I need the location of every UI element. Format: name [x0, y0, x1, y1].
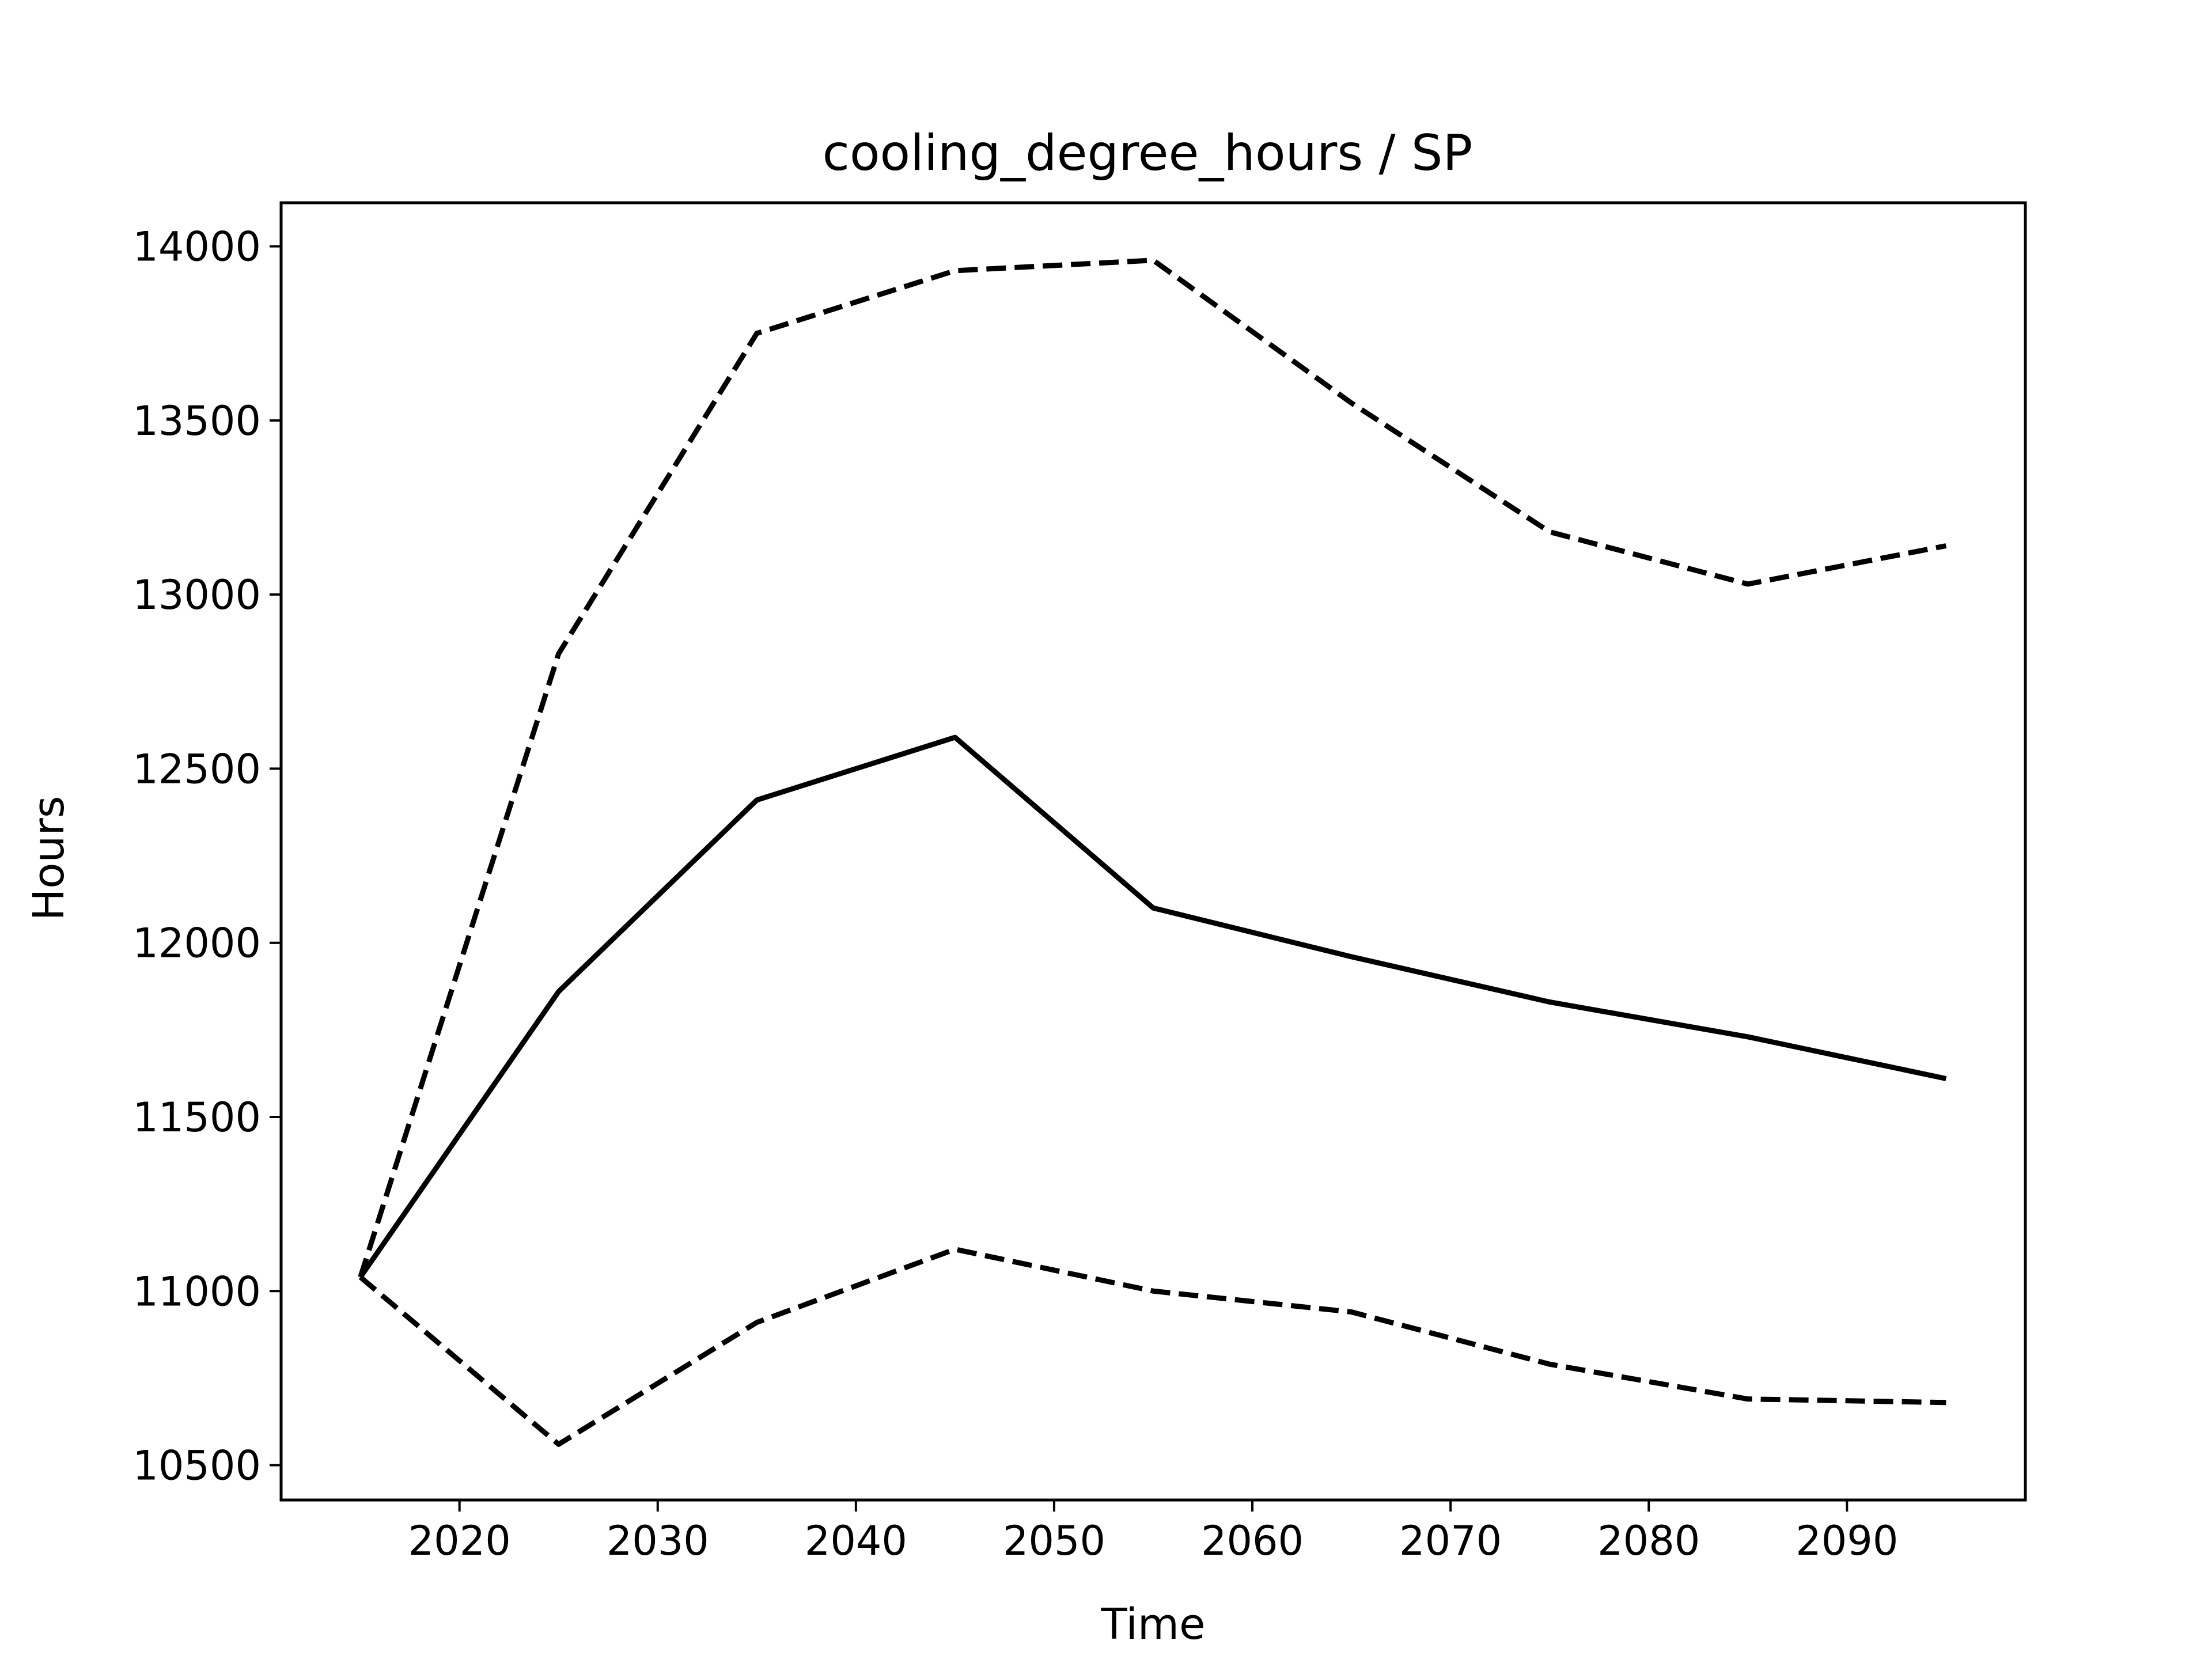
y-axis-title: Hours	[24, 796, 74, 921]
series-line-median	[358, 734, 1947, 1279]
x-axis: 2020 2030 2040 2050 2060 2070 2080 2090	[408, 1500, 1898, 1565]
series-line-upper-bound	[358, 257, 1947, 1278]
x-tick-label: 2020	[408, 1517, 511, 1565]
series-layer	[358, 257, 1947, 1447]
y-tick-label: 12000	[132, 920, 261, 967]
y-axis: 10500 11000 11500 12000 12500 13000 13500 14000	[132, 224, 281, 1490]
series-line-lower-bound	[358, 1247, 1946, 1447]
x-tick-label: 2070	[1399, 1517, 1502, 1565]
y-tick-label: 14000	[132, 224, 261, 271]
plot-area-frame	[279, 201, 2027, 1502]
y-tick-label: 13500	[132, 397, 261, 445]
x-tick-label: 2040	[805, 1517, 907, 1565]
x-tick-label: 2050	[1003, 1517, 1105, 1565]
y-tick-label: 11000	[132, 1268, 261, 1315]
x-tick-label: 2080	[1597, 1517, 1700, 1565]
x-tick-label: 2060	[1201, 1517, 1304, 1565]
chart-title: cooling_degree_hours / SP	[823, 124, 1473, 182]
y-tick-label: 13000	[132, 571, 261, 619]
x-axis-title: Time	[1100, 1600, 1205, 1649]
y-tick-label: 11500	[132, 1094, 261, 1141]
y-tick-label: 10500	[132, 1442, 261, 1490]
x-tick-label: 2090	[1796, 1517, 1898, 1565]
x-tick-label: 2030	[607, 1517, 709, 1565]
y-tick-label: 12500	[132, 745, 261, 793]
